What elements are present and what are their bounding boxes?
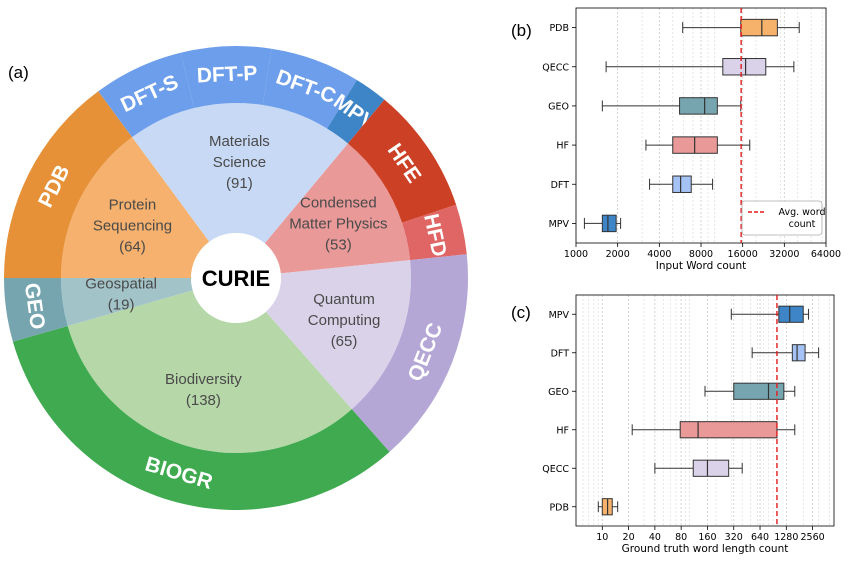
legend-label: Avg. word count [779,207,826,230]
outer-slice-mpv [327,79,385,144]
inner-slice-protein [61,137,210,278]
y-tick-label-qecc: QECC [542,464,569,475]
x-tick-label: 80 [675,532,687,543]
inner-slice-biodiversity [67,290,352,453]
outer-slice-biogr [12,325,390,510]
box-mpv [601,214,617,233]
panel-label-c: (c) [511,303,531,322]
outer-slice-geo [4,278,68,342]
box-geo [679,97,718,115]
y-tick-label-geo: GEO [548,387,569,398]
x-tick-label: 8000 [689,249,713,260]
x-tick-label: 20 [623,532,635,543]
inner-label-protein: Protein Sequencing (64) [93,197,172,256]
center-label: CURIE [202,266,270,291]
x-tick-label: 1280 [774,532,798,543]
inner-slice-geospatial [61,278,193,326]
outer-slice-dft-c [262,48,357,129]
outer-slice-dft-p [180,45,272,109]
y-tick-label-dft: DFT [551,348,570,359]
outer-slice-hfd [402,204,467,261]
box-geo [733,382,785,400]
x-tick-label: 2560 [801,532,825,543]
y-tick-label-pdb: PDB [549,23,569,34]
x-tick-label: 16000 [728,249,758,260]
x-tick-label: 640 [751,532,769,543]
panel-label-a: (a) [8,63,29,82]
box-qecc [692,459,730,477]
x-axis-title: Ground truth word length count [622,543,789,555]
y-tick-label-mpv: MPV [549,310,570,321]
outer-label-dft-p: DFT-P [196,62,258,88]
y-tick-label-hf: HF [556,425,569,436]
y-tick-label-pdb: PDB [549,502,569,513]
outer-slice-dft-s [98,52,195,138]
inner-label-condensed: Condensed Matter Physics (53) [289,194,387,253]
inner-label-biodiversity: Biodiversity (138) [165,371,242,409]
panel-label-b: (b) [511,21,532,40]
inner-slice-materials [132,103,348,244]
y-tick-label-qecc: QECC [542,62,569,73]
x-tick-label: 320 [725,532,743,543]
x-tick-label: 40 [649,532,661,543]
x-tick-label: 32000 [769,249,799,260]
center-disc [191,233,281,323]
x-tick-label: 64000 [811,249,841,260]
input-word-count-boxplot: 1000 2000 4000 8000 16000 32000 64000 Input Wor… [542,7,841,272]
x-tick-label: 1000 [564,249,588,260]
y-tick-label-hf: HF [556,141,569,152]
box-pdb [740,18,778,37]
ground-truth-length-boxplot: 10 20 40 80 160 320 640 1280 2560 Ground truth wo… [542,294,835,555]
inner-label-materials: Materials Science (91) [209,133,270,192]
sunburst-chart: Protein Sequencing (64) Materials Science (91… [4,45,468,510]
x-tick-label: 4000 [647,249,671,260]
outer-slice-hfe [347,99,457,223]
box-mpv [778,305,804,323]
box-dft [672,175,692,193]
x-axis-title: Input Word count [656,260,746,272]
plot-frame [575,294,835,527]
x-tick-label: 2000 [606,249,630,260]
x-tick-label: 10 [596,532,608,543]
inner-slice-quantum [265,260,411,410]
box-qecc [722,58,767,76]
box-hf [679,421,778,439]
box-dft [791,344,806,362]
outer-slice-pdb [4,91,133,278]
y-tick-label-geo: GEO [548,101,569,112]
y-tick-label-mpv: MPV [549,219,570,230]
inner-label-quantum: Quantum Computing (65) [308,291,381,350]
x-tick-label: 160 [698,532,716,543]
outer-slice-qecc [351,254,468,452]
y-tick-label-dft: DFT [551,180,570,191]
inner-slice-condensed [264,143,411,274]
inner-label-geospatial: Geospatial (19) [85,276,157,314]
legend-box [741,200,823,236]
